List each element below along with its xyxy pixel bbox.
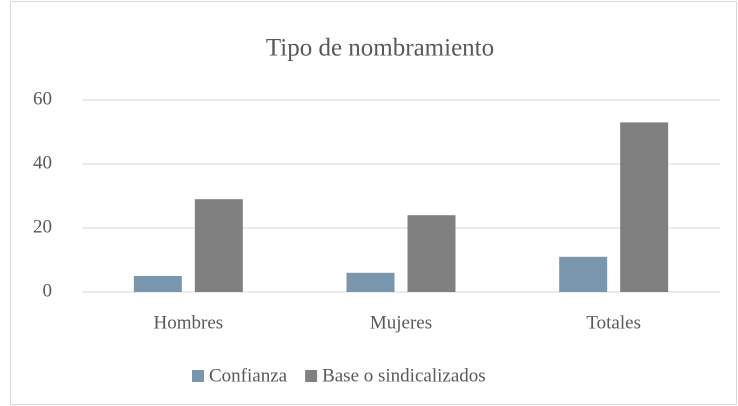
y-tick-label: 40 — [33, 152, 52, 173]
y-tick-label: 0 — [43, 280, 53, 301]
bar — [194, 199, 243, 292]
legend-swatch — [192, 370, 204, 382]
bar — [620, 122, 669, 293]
legend-swatch — [305, 370, 318, 382]
bar — [346, 272, 395, 292]
y-tick-label: 20 — [33, 216, 52, 237]
bar — [559, 256, 608, 292]
y-tick-label: 60 — [33, 88, 52, 109]
legend-label: Base o sindicalizados — [322, 365, 486, 386]
chart-title: Tipo de nombramiento — [266, 35, 494, 62]
x-tick-label: Hombres — [154, 312, 224, 333]
legend-label: Confianza — [209, 365, 288, 386]
chart-border — [10, 1, 737, 405]
bar — [133, 276, 182, 292]
bar — [407, 215, 456, 292]
x-tick-label: Mujeres — [370, 312, 432, 333]
x-tick-label: Totales — [586, 312, 641, 333]
